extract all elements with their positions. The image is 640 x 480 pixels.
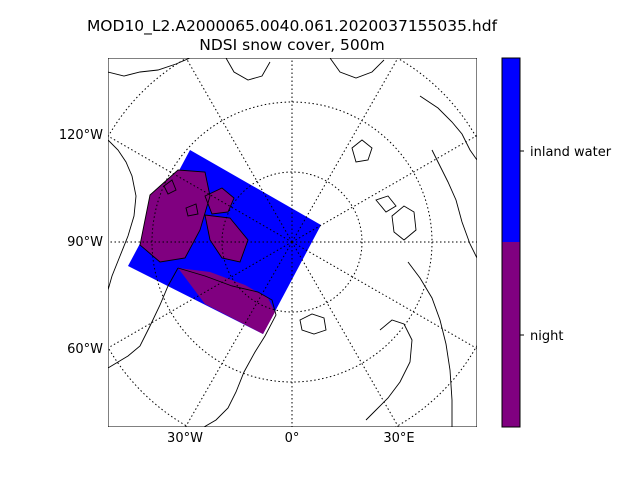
swath-night-region [140, 170, 275, 334]
coast-eurasia [407, 95, 477, 427]
left-tick-labels: 120°W 90°W 60°W [59, 128, 103, 357]
night-island-2 [205, 215, 248, 262]
colorbar-label-night: night [530, 329, 563, 344]
coast-north-america [108, 58, 191, 291]
coast-greenland [108, 267, 277, 427]
meridian-150w [185, 58, 293, 243]
coast-island-1 [139, 169, 211, 263]
night-island-1 [140, 170, 210, 262]
night-island-3 [205, 188, 234, 214]
coast-svalbard [351, 139, 373, 163]
night-greenland [178, 268, 275, 334]
coast-novaya-zemlya [391, 205, 417, 241]
title-line-1: MOD10_L2.A2000065.0040.061.2020037155035… [87, 17, 498, 36]
colorbar-label-inland-water: inland water [530, 145, 612, 160]
colorbar: inland water night [501, 57, 612, 428]
bottom-tick-label: 30°W [167, 431, 203, 446]
left-tick-label: 120°W [59, 128, 103, 143]
coast-top [225, 58, 385, 81]
meridian-60e [291, 241, 477, 350]
left-tick-label: 90°W [67, 235, 103, 250]
bottom-tick-labels: 30°W 0° 30°E [167, 431, 415, 446]
bottom-tick-label: 30°E [383, 431, 414, 446]
title-line-2: NDSI snow cover, 500m [199, 36, 384, 54]
coast-island-3 [204, 187, 235, 215]
meridian-120e [291, 134, 477, 243]
left-tick-label: 60°W [67, 342, 103, 357]
coast-scandinavia [365, 319, 413, 421]
meridian-30e [291, 241, 400, 427]
coastlines [108, 58, 477, 427]
meridian-120w [108, 135, 293, 243]
colorbar-segment-inland-water [502, 58, 520, 242]
bottom-tick-label: 0° [285, 431, 300, 446]
coast-island-5 [185, 203, 199, 217]
meridian-30w [184, 241, 293, 427]
meridian-60w [108, 241, 293, 349]
colorbar-segment-night [502, 242, 520, 427]
colorbar-frame [501, 57, 521, 428]
parallel-80 [221, 171, 363, 313]
coast-iceland [299, 313, 327, 335]
meridian-150e [291, 58, 399, 243]
coast-island-4 [163, 179, 177, 195]
coast-island-2 [204, 214, 249, 263]
coast-franz-josef [375, 195, 397, 213]
